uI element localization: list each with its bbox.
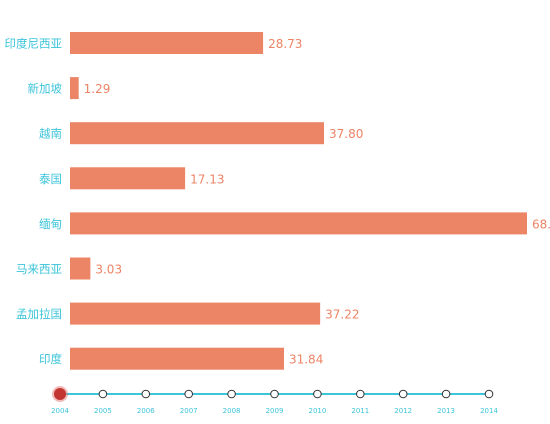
timeline-point[interactable]: [185, 390, 193, 398]
timeline-year-label[interactable]: 2012: [394, 407, 412, 415]
timeline-point[interactable]: [442, 390, 450, 398]
bars-layer: 印度尼西亚 28.73 新加坡 1.29 越南 37.80 泰国 17.13 缅甸 68. 马来西亚…: [5, 32, 550, 370]
timeline-point[interactable]: [228, 390, 236, 398]
timeline-year-label[interactable]: 2014: [480, 407, 498, 415]
timeline-year-label[interactable]: 2009: [266, 407, 284, 415]
value-label: 37.22: [325, 308, 359, 322]
timeline-year-label[interactable]: 2006: [137, 407, 155, 415]
timeline-year-label[interactable]: 2007: [180, 407, 198, 415]
bar[interactable]: [70, 122, 324, 144]
value-label: 31.84: [289, 353, 323, 367]
category-label: 越南: [39, 127, 62, 141]
timeline-point[interactable]: [399, 390, 407, 398]
category-label: 缅甸: [39, 217, 62, 231]
bar[interactable]: [70, 32, 263, 54]
bar[interactable]: [70, 348, 284, 370]
category-label: 孟加拉国: [16, 307, 62, 321]
value-label: 3.03: [95, 263, 122, 277]
timeline-point[interactable]: [314, 390, 322, 398]
timeline-year-label[interactable]: 2010: [308, 407, 326, 415]
value-label: 37.80: [329, 127, 363, 141]
timeline-point[interactable]: [357, 390, 365, 398]
category-label: 新加坡: [28, 82, 63, 96]
timeline-year-label[interactable]: 2013: [437, 407, 455, 415]
timeline-active-point[interactable]: [54, 388, 66, 400]
bar[interactable]: [70, 77, 79, 99]
timeline-year-label[interactable]: 2004: [51, 407, 69, 415]
bar[interactable]: [70, 258, 90, 280]
value-label: 17.13: [190, 172, 224, 186]
timeline-point[interactable]: [271, 390, 279, 398]
value-label: 28.73: [268, 37, 302, 51]
category-label: 印度: [39, 352, 62, 366]
timeline-point[interactable]: [99, 390, 107, 398]
bar[interactable]: [70, 167, 185, 189]
timeline[interactable]: 2004 2005 2006 2007 2008 2009 2010 2011 2012 2013…: [51, 386, 498, 415]
value-label: 68.: [532, 217, 550, 231]
category-label: 泰国: [39, 172, 62, 186]
timeline-point[interactable]: [485, 390, 493, 398]
timeline-year-label[interactable]: 2011: [351, 407, 369, 415]
value-label: 1.29: [84, 82, 111, 96]
category-label: 印度尼西亚: [5, 37, 63, 51]
bar[interactable]: [70, 212, 527, 234]
timeline-year-label[interactable]: 2005: [94, 407, 112, 415]
category-label: 马来西亚: [16, 262, 62, 276]
timeline-point[interactable]: [142, 390, 150, 398]
timeline-year-label[interactable]: 2008: [223, 407, 241, 415]
bar[interactable]: [70, 303, 320, 325]
